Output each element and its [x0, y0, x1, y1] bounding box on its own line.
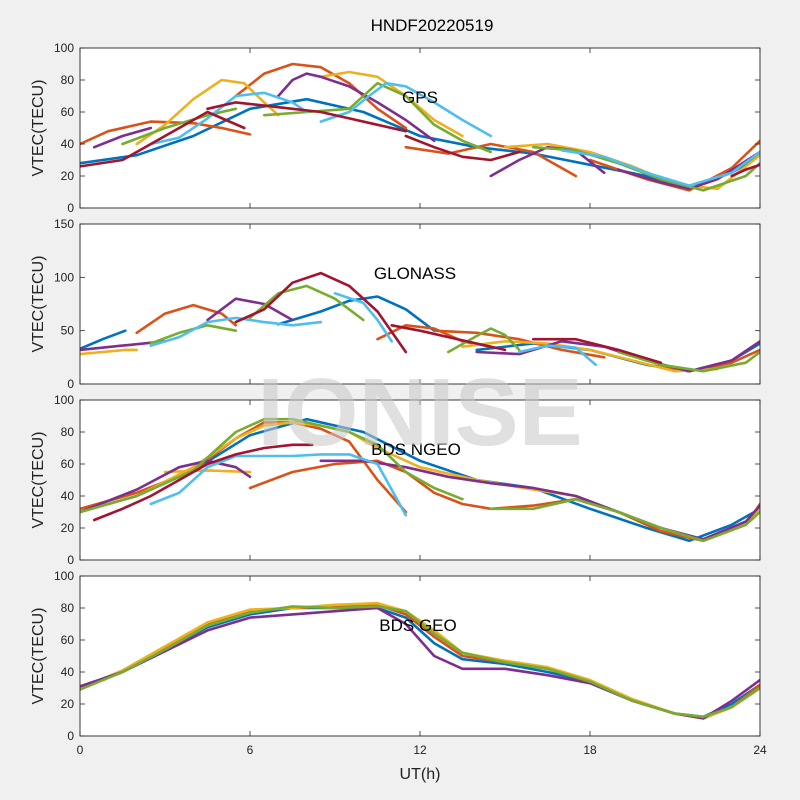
- series-group: [80, 62, 760, 192]
- x-axis-label: UT(h): [400, 766, 441, 783]
- series-line-20: [206, 101, 408, 133]
- y-axis-label: VTEC(TECU): [30, 80, 47, 177]
- series-line-21: [404, 134, 521, 162]
- y-tick-label: 40: [61, 137, 75, 151]
- series-line-6: [80, 459, 252, 514]
- figure-title: HNDF20220519: [371, 16, 494, 35]
- y-tick-label: 40: [61, 489, 75, 503]
- series-line-10: [149, 453, 408, 517]
- y-tick-label: 60: [61, 457, 75, 471]
- panel-2: 0 50 100 150 VTEC(TECU) GLONASS: [30, 217, 761, 391]
- y-tick-label: 0: [67, 729, 74, 743]
- series-line-3: [234, 62, 408, 130]
- panel-label: GLONASS: [374, 264, 456, 283]
- y-tick-label: 100: [54, 41, 74, 55]
- x-tick-label: 6: [247, 743, 254, 757]
- y-tick-label: 60: [61, 633, 75, 647]
- series-line-6: [432, 329, 606, 359]
- series-line-20: [234, 271, 408, 354]
- series-group: [80, 271, 760, 373]
- x-tick-label: 12: [413, 743, 427, 757]
- y-tick-label: 50: [61, 324, 75, 338]
- y-tick-label: 20: [61, 697, 75, 711]
- series-line-9: [461, 340, 719, 373]
- y-tick-label: 100: [54, 393, 74, 407]
- x-tick-label: 0: [77, 743, 84, 757]
- panel-label: GPS: [402, 88, 438, 107]
- series-group: [80, 417, 760, 543]
- y-tick-label: 100: [54, 569, 74, 583]
- series-line-14: [248, 284, 365, 322]
- y-tick-label: 40: [61, 665, 75, 679]
- x-tick-label: 24: [753, 743, 767, 757]
- series-line-19: [80, 110, 246, 168]
- series-group: [80, 601, 760, 720]
- series-line-2: [80, 120, 252, 146]
- series-line-8: [80, 417, 464, 514]
- series-line-19: [517, 344, 597, 367]
- series-line-5: [80, 605, 760, 719]
- y-tick-label: 60: [61, 105, 75, 119]
- y-tick-label: 20: [61, 521, 75, 535]
- y-tick-label: 0: [67, 377, 74, 391]
- x-tick-label: 18: [583, 743, 597, 757]
- plot-area: [80, 576, 760, 736]
- series-line-6: [135, 78, 280, 146]
- series-line-13: [121, 107, 238, 146]
- series-line-16: [617, 350, 760, 373]
- y-tick-label: 100: [54, 270, 74, 284]
- y-tick-label: 80: [61, 601, 75, 615]
- series-line-12: [617, 150, 760, 191]
- series-line-8: [80, 348, 138, 356]
- series-line-17: [149, 316, 323, 347]
- series-line-22: [730, 163, 760, 178]
- y-tick-label: 80: [61, 73, 75, 87]
- y-axis-label: VTEC(TECU): [30, 256, 47, 353]
- series-line-9: [92, 126, 153, 149]
- watermark-text: IONISE: [257, 359, 582, 466]
- plot-area: [80, 48, 760, 208]
- y-axis-label: VTEC(TECU): [30, 608, 47, 705]
- y-tick-label: 20: [61, 169, 75, 183]
- y-tick-label: 150: [54, 217, 74, 231]
- series-line-18: [560, 149, 760, 187]
- series-line-16: [149, 91, 308, 146]
- series-line-17: [319, 81, 493, 138]
- y-axis-label: VTEC(TECU): [30, 432, 47, 529]
- series-line-7: [319, 70, 464, 138]
- panel-4: 0 20 40 60 80 100 0 6 12 18 24 VTEC(TECU) UT(h) BDS G…: [30, 569, 767, 783]
- series-line-1: [80, 329, 127, 351]
- panel-label: BDS GEO: [379, 616, 456, 635]
- series-line-4: [404, 142, 578, 178]
- y-tick-label: 80: [61, 425, 75, 439]
- series-line-18: [333, 292, 393, 343]
- panel-3: 0 20 40 60 80 100 VTEC(TECU) BDS NGEO: [30, 393, 761, 567]
- series-line-10: [277, 72, 436, 143]
- series-line-15: [532, 145, 760, 192]
- y-tick-label: 0: [67, 201, 74, 215]
- panel-1: 0 20 40 60 80 100 VTEC(TECU) GPS: [30, 41, 761, 215]
- series-line-22: [532, 337, 663, 364]
- series-line-9: [489, 497, 760, 543]
- series-line-11: [92, 443, 314, 522]
- series-line-21: [390, 324, 507, 352]
- y-tick-label: 0: [67, 553, 74, 567]
- series-line-5: [163, 469, 252, 474]
- series-line-11: [206, 297, 294, 322]
- series-line-4: [135, 303, 238, 335]
- panel-label: BDS NGEO: [371, 440, 461, 459]
